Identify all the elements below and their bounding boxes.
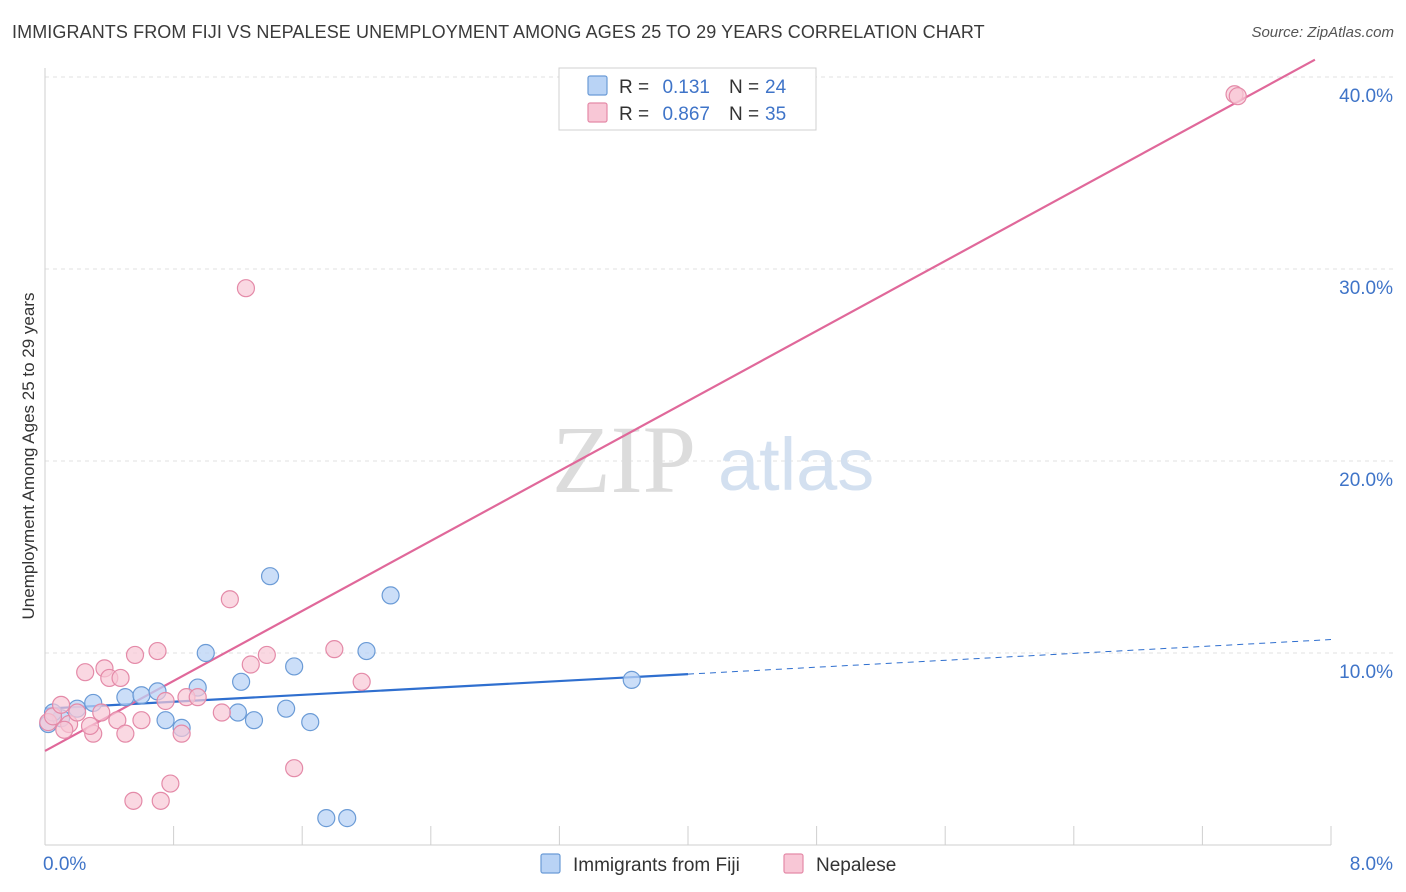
grid-lines (45, 76, 1394, 654)
data-point-nepalese (55, 720, 74, 739)
data-point-nepalese (124, 791, 143, 810)
data-point-fiji (285, 657, 304, 676)
data-point-nepalese (156, 691, 175, 711)
trend-line-nepalese (44, 58, 1316, 752)
data-point-nepalese (285, 759, 304, 778)
x-tick-label: 0.0% (43, 854, 86, 875)
legend-r-label: R = (619, 77, 649, 98)
y-tick-label: 20.0% (1339, 470, 1393, 491)
data-point-nepalese (76, 663, 95, 682)
source-label: Source: ZipAtlas.com (1251, 24, 1394, 41)
data-point-nepalese (352, 672, 371, 691)
data-point-nepalese (188, 688, 207, 707)
data-point-fiji (357, 641, 376, 661)
data-point-nepalese (51, 695, 71, 714)
x-tick-label: 8.0% (1350, 854, 1393, 875)
data-point-nepalese (92, 703, 111, 722)
legend-swatch-nepalese (587, 102, 608, 123)
data-point-fiji (277, 699, 296, 718)
data-point-fiji (232, 672, 251, 691)
data-point-nepalese (125, 645, 145, 665)
data-point-nepalese (108, 711, 127, 730)
legend-swatch-fiji (540, 853, 561, 874)
data-point-fiji (622, 670, 641, 689)
data-point-fiji (156, 711, 175, 730)
data-point-fiji (132, 686, 151, 705)
legend-r-value: 0.131 (662, 77, 710, 98)
data-point-nepalese (80, 716, 100, 736)
data-point-nepalese (161, 774, 180, 793)
data-point-nepalese (111, 668, 130, 688)
data-point-fiji (381, 586, 400, 605)
data-point-fiji (244, 711, 264, 730)
legend-label-nepalese: Nepalese (816, 855, 896, 876)
legend-r-value: 0.867 (662, 104, 710, 125)
data-point-nepalese (172, 724, 191, 743)
data-point-nepalese (116, 724, 135, 743)
legend-n-value: 35 (765, 104, 786, 125)
data-point-fiji (301, 713, 320, 732)
data-point-nepalese (68, 703, 87, 722)
data-point-nepalese (325, 640, 344, 659)
y-tick-label: 40.0% (1339, 86, 1393, 107)
data-point-nepalese (236, 279, 256, 298)
data-point-fiji (338, 809, 357, 828)
trend-lines (44, 58, 1332, 752)
legend-label-fiji: Immigrants from Fiji (573, 855, 740, 876)
data-point-nepalese (1228, 87, 1247, 106)
data-points (39, 85, 1247, 828)
data-point-fiji (196, 643, 215, 663)
data-point-nepalese (212, 703, 231, 722)
watermark-atlas: atlas (718, 423, 874, 506)
data-point-nepalese (148, 641, 167, 661)
tick-labels: 10.0% 20.0% 30.0% 40.0% 0.0% 8.0% (43, 86, 1393, 875)
data-point-nepalese (132, 711, 151, 730)
data-point-nepalese (151, 791, 170, 810)
legend-r-label: R = (619, 104, 649, 125)
data-point-fiji (260, 567, 280, 586)
y-tick-label: 10.0% (1339, 662, 1393, 683)
watermark: ZIP atlas (552, 406, 874, 513)
data-point-fiji (228, 703, 247, 722)
data-point-nepalese (241, 655, 260, 674)
series-legend: Immigrants from Fiji Nepalese (540, 853, 896, 876)
legend-swatch-fiji (587, 75, 608, 96)
data-point-nepalese (220, 590, 239, 609)
data-point-fiji (116, 688, 135, 707)
correlation-legend: R = 0.131 N = 24 R = 0.867 N = 35 (558, 67, 817, 131)
data-point-fiji (317, 809, 336, 828)
watermark-zip: ZIP (552, 406, 696, 513)
y-tick-label: 30.0% (1339, 278, 1393, 299)
trend-line-fiji (44, 673, 689, 710)
data-point-nepalese (257, 645, 276, 665)
chart-title: IMMIGRANTS FROM FIJI VS NEPALESE UNEMPLO… (12, 22, 985, 42)
trend-line-fiji-extrapolated (687, 639, 1332, 675)
legend-n-label: N = (729, 104, 759, 125)
legend-swatch-nepalese (783, 853, 804, 874)
legend-n-label: N = (729, 77, 759, 98)
legend-n-value: 24 (765, 77, 787, 98)
